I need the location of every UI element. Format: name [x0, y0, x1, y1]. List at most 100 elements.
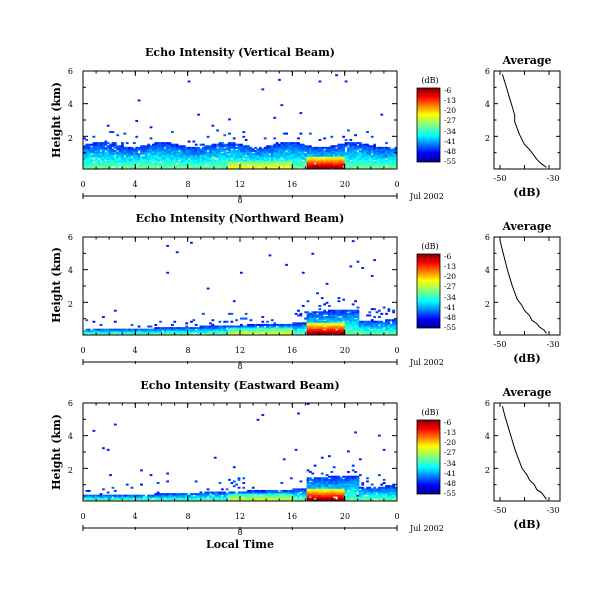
- heatmap-cell: [180, 153, 184, 156]
- heatmap-cell: [216, 333, 219, 336]
- heatmap-cell: [123, 164, 127, 167]
- heatmap-cell: [178, 499, 181, 502]
- heatmap-cell: [342, 475, 346, 478]
- heatmap-cell: [190, 159, 193, 162]
- heatmap-cell: [230, 333, 234, 336]
- heatmap-cell: [385, 493, 388, 496]
- heatmap-cell: [97, 153, 101, 156]
- heatmap-cell: [392, 486, 396, 489]
- heatmap-cell: [102, 153, 105, 156]
- heatmap-cell: [87, 494, 91, 497]
- heatmap-cell: [83, 159, 86, 162]
- heatmap-cell: [123, 161, 127, 164]
- heatmap-cell: [92, 142, 96, 145]
- heatmap-cell: [218, 159, 222, 162]
- heatmap-cell: [228, 132, 231, 135]
- heatmap-cell: [149, 496, 153, 499]
- heatmap-cell: [161, 331, 165, 334]
- heatmap-cell: [261, 159, 265, 162]
- heatmap-cell: [123, 497, 127, 500]
- heatmap-cell: [373, 327, 376, 330]
- heatmap-cell: [325, 480, 329, 483]
- heatmap-cell: [175, 330, 179, 333]
- heatmap-cell: [380, 150, 384, 153]
- heatmap-cell: [354, 475, 357, 478]
- heatmap-cell: [385, 320, 388, 323]
- heatmap-cell: [92, 499, 96, 502]
- heatmap-cell: [328, 483, 331, 486]
- heatmap-cell: [370, 151, 374, 154]
- panel-northward: Echo Intensity (Northward Beam) Height (…: [50, 212, 561, 371]
- heatmap-cell: [230, 496, 234, 499]
- heatmap-cell: [90, 165, 93, 168]
- heatmap-cell: [142, 331, 146, 334]
- heatmap-cell: [280, 162, 284, 165]
- heatmap-cell: [180, 157, 184, 160]
- heatmap-cell: [147, 143, 151, 146]
- panel-title-eastward: Echo Intensity (Eastward Beam): [140, 379, 339, 392]
- heatmap-cell: [318, 483, 322, 486]
- heatmap-cell: [168, 150, 172, 153]
- heatmap-cell: [385, 328, 388, 331]
- heatmap-cell: [320, 478, 324, 481]
- heatmap-cell: [204, 145, 208, 148]
- profile-ticks-northward: [494, 236, 560, 336]
- heatmap-cell: [194, 162, 198, 165]
- heatmap-cell: [311, 162, 315, 165]
- heatmap-cell: [261, 148, 265, 151]
- y-tick-2: 2: [68, 466, 73, 475]
- heatmap-cell: [387, 325, 391, 328]
- heatmap-cell: [316, 316, 319, 319]
- heatmap-cell: [318, 311, 322, 314]
- heatmap-cell: [232, 146, 236, 149]
- heatmap-cell: [123, 148, 127, 151]
- heatmap-cell: [182, 164, 186, 167]
- heatmap-cell: [259, 330, 262, 333]
- heatmap-cell: [335, 153, 338, 156]
- heatmap-cell: [99, 153, 103, 156]
- heatmap-cell: [254, 157, 258, 160]
- heatmap-cell: [337, 331, 341, 334]
- heatmap-cell: [363, 153, 367, 156]
- heatmap-cell: [275, 143, 279, 146]
- heatmap-cell: [373, 494, 376, 497]
- heatmap-cell: [297, 325, 300, 328]
- heatmap-cell: [332, 493, 336, 496]
- heatmap-cell: [171, 161, 174, 164]
- heatmap-cell: [175, 167, 179, 170]
- heatmap-cell: [318, 493, 322, 496]
- heatmap-cell: [106, 499, 110, 502]
- heatmap-cell: [125, 164, 129, 167]
- heatmap-cell: [144, 333, 148, 336]
- heatmap-cell: [249, 162, 253, 165]
- heatmap-cell: [206, 331, 210, 334]
- heatmap-cell: [330, 316, 334, 319]
- heatmap-cell: [116, 146, 120, 149]
- heatmap-cell: [342, 499, 346, 502]
- heatmap-cell: [159, 333, 162, 336]
- heatmap-cell: [213, 325, 217, 328]
- heatmap-cell: [354, 322, 357, 325]
- heatmap-cell: [311, 159, 315, 162]
- heatmap-cell: [387, 327, 391, 330]
- heatmap-cell: [299, 330, 303, 333]
- heatmap-cell: [166, 333, 170, 336]
- heatmap-cell: [261, 414, 265, 417]
- heatmap-cell: [332, 311, 336, 314]
- heatmap-cell: [328, 167, 331, 170]
- heatmap-cell: [144, 154, 148, 157]
- heatmap-cell: [263, 159, 267, 162]
- heatmap-cell: [204, 331, 208, 334]
- heatmap-cell: [375, 331, 379, 334]
- heatmap-cell: [351, 317, 355, 320]
- heatmap-cell: [102, 148, 105, 151]
- heatmap-cell: [261, 325, 265, 328]
- heatmap-cell: [211, 331, 215, 334]
- heatmap-cell: [270, 148, 274, 151]
- heatmap-cell: [347, 157, 350, 160]
- heatmap-cell: [159, 142, 162, 145]
- heatmap-cell: [173, 146, 177, 149]
- heatmap-cell: [218, 161, 222, 164]
- heatmap-cell: [347, 153, 350, 156]
- heatmap-cell: [380, 161, 384, 164]
